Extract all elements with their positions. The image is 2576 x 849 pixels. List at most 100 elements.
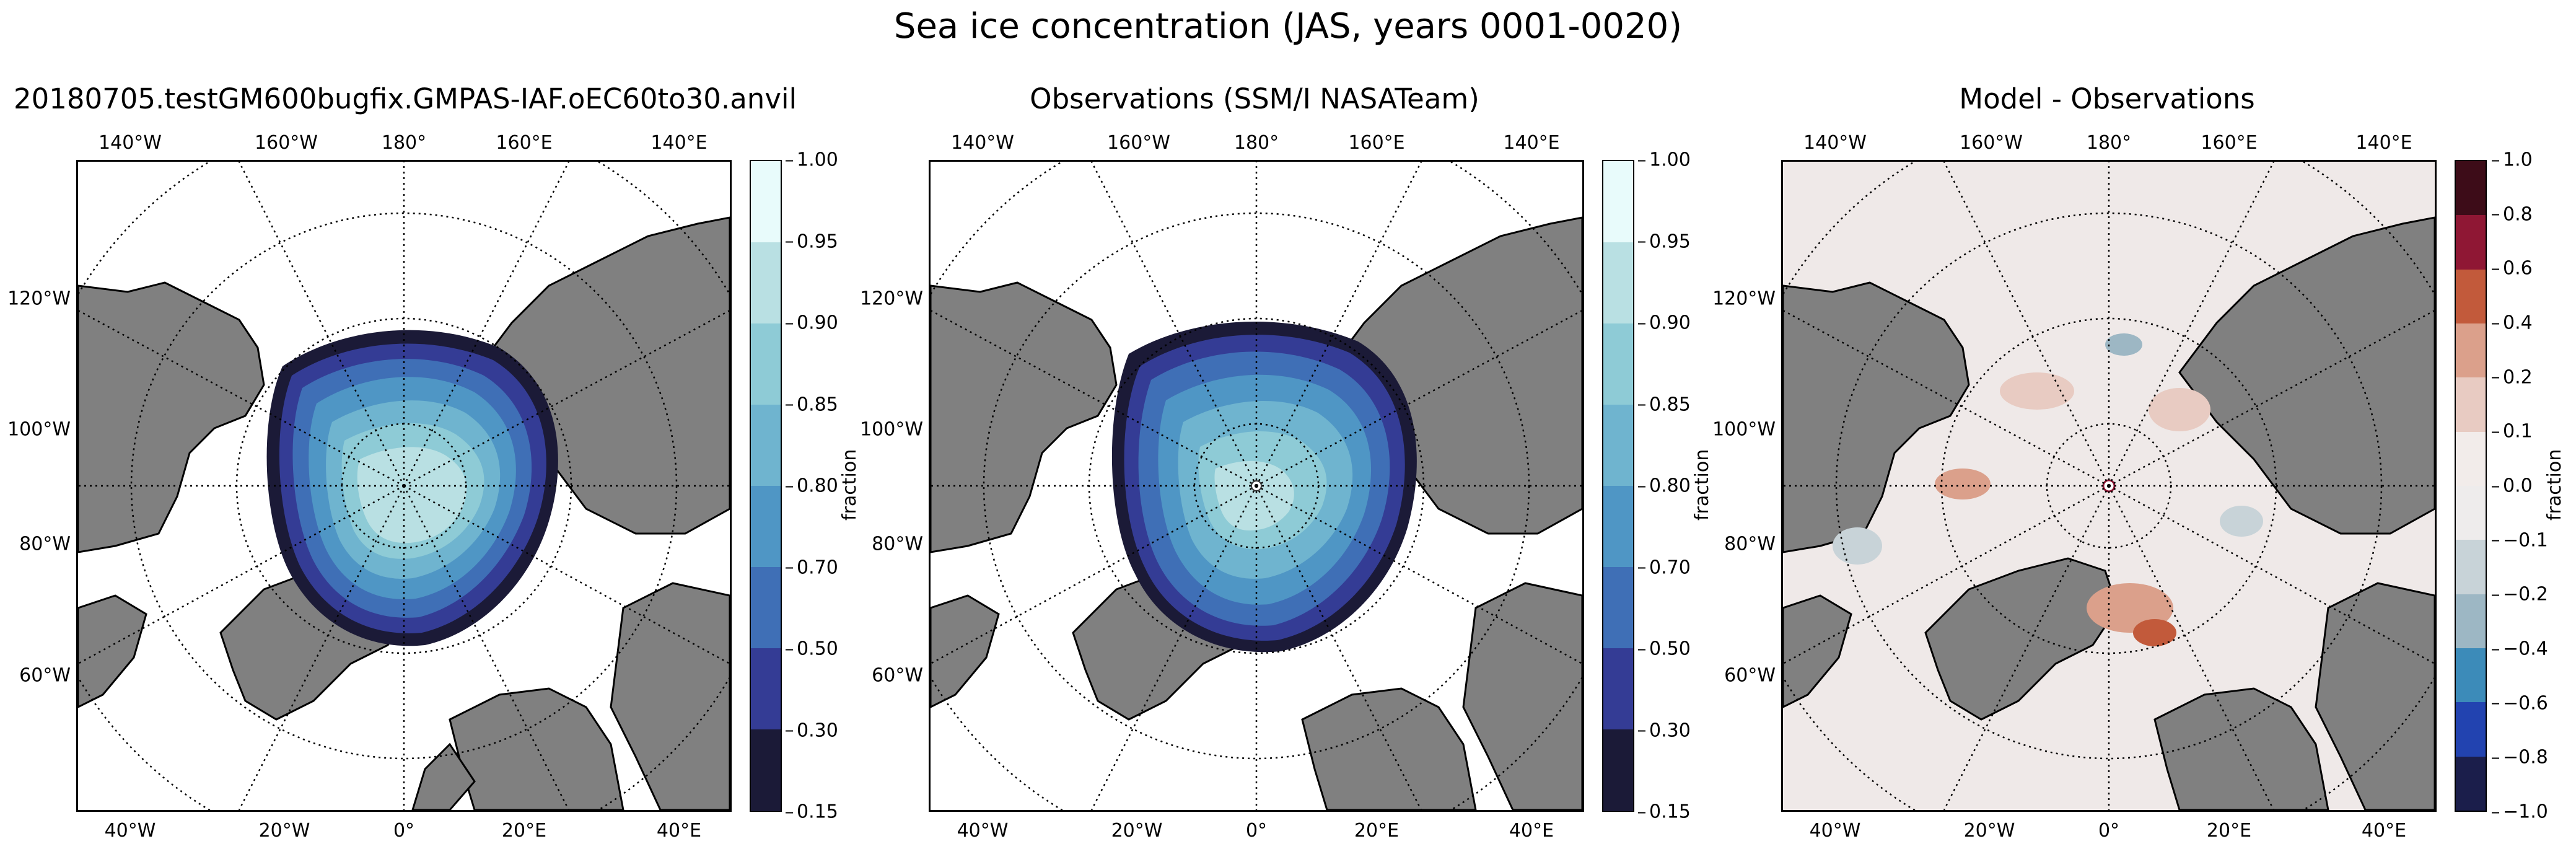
lon-label-top: 180° [2086, 132, 2132, 154]
colorbar-segment [2456, 161, 2486, 216]
lon-label-bottom: 20°E [501, 820, 547, 842]
colorbar-tick-label: 0.4 [2492, 312, 2533, 334]
lat-label: 100°W [1712, 418, 1776, 441]
colorbar-segment [2456, 594, 2486, 649]
colorbar-tick-label: 0.80 [1638, 475, 1691, 497]
colorbar-tick-label: 0.0 [2492, 475, 2533, 497]
colorbar-tick-label: −0.8 [2492, 746, 2548, 768]
colorbar-segment [751, 567, 781, 649]
lon-label-top: 160°W [255, 132, 318, 154]
land-mass [2178, 216, 2435, 535]
colorbar-segment [2456, 756, 2486, 811]
lon-label-top: 160°W [1107, 132, 1170, 154]
colorbar-tick-label: −0.2 [2492, 583, 2548, 605]
lat-label: 80°W [19, 533, 71, 555]
colorbar-tick-label: 0.1 [2492, 420, 2533, 442]
lon-label-bottom: 40°E [656, 820, 702, 842]
lon-label-top: 140°W [99, 132, 162, 154]
map-model [76, 160, 732, 812]
colorbar-segment [751, 486, 781, 568]
colorbar-segment [751, 323, 781, 405]
land-mass [610, 582, 730, 810]
anomaly-patch [2133, 619, 2176, 646]
colorbar-segment [1603, 486, 1633, 568]
lat-label: 80°W [1724, 533, 1776, 555]
lon-label-top: 140°W [1803, 132, 1867, 154]
colorbar-segment [2456, 486, 2486, 540]
colorbar-tick-label: −0.1 [2492, 529, 2548, 552]
colorbar-tick-label: 0.6 [2492, 257, 2533, 279]
lat-label: 80°W [872, 533, 923, 555]
colorbar-tick-label: −0.4 [2492, 638, 2548, 660]
lon-label-top: 140°W [951, 132, 1014, 154]
colorbar-segment [751, 161, 781, 243]
colorbar-tick-label: 1.0 [2492, 149, 2533, 171]
colorbar-segment [751, 405, 781, 486]
land-mass [1462, 582, 1582, 810]
lon-label-bottom: 40°W [104, 820, 156, 842]
colorbar-segment [1603, 729, 1633, 811]
anomaly-patch [1833, 527, 1882, 565]
map-observations [929, 160, 1584, 812]
lon-label-bottom: 20°E [1354, 820, 1400, 842]
colorbar-tick-label: 0.90 [786, 312, 838, 334]
colorbar-tick-label: 0.8 [2492, 203, 2533, 226]
lon-label-bottom: 20°E [2206, 820, 2252, 842]
lat-label: 60°W [872, 664, 923, 687]
sea-ice-band [357, 447, 467, 543]
map-difference [1781, 160, 2437, 812]
colorbar-tick-label: −0.6 [2492, 692, 2548, 715]
lon-label-top: 180° [381, 132, 427, 154]
anomaly-patch [1935, 468, 1991, 499]
colorbar-segment [1603, 323, 1633, 405]
colorbar-segment [1603, 242, 1633, 324]
colorbar-segment [2456, 540, 2486, 595]
colorbar-segment [2456, 702, 2486, 757]
lon-label-bottom: 40°E [2361, 820, 2407, 842]
lon-label-bottom: 40°E [1509, 820, 1554, 842]
colorbar-tick-label: 0.85 [786, 394, 838, 415]
anomaly-patch [2149, 388, 2210, 431]
sea-ice-band [1214, 460, 1294, 530]
colorbar-segment [1603, 567, 1633, 649]
lat-label: 60°W [19, 664, 71, 687]
lat-label: 100°W [7, 418, 71, 441]
lon-label-bottom: 0° [2098, 820, 2120, 842]
lon-label-bottom: 40°W [957, 820, 1009, 842]
colorbar-segment [751, 648, 781, 730]
colorbar-tick-label: 0.15 [1638, 801, 1691, 823]
figure-suptitle: Sea ice concentration (JAS, years 0001-0… [893, 6, 1683, 46]
lon-label-top: 160°E [1348, 132, 1405, 154]
lon-label-top: 160°E [496, 132, 553, 154]
anomaly-patch [2105, 333, 2142, 356]
colorbar [2455, 160, 2487, 812]
colorbar-tick-label: 0.85 [1638, 394, 1691, 415]
lon-label-top: 160°W [1960, 132, 2023, 154]
colorbar-segment [2456, 269, 2486, 324]
colorbar-segment [2456, 377, 2486, 433]
panel-title: Model - Observations [1959, 82, 2255, 115]
colorbar-tick-label: 1.00 [1638, 149, 1691, 171]
land-mass [931, 281, 1118, 553]
land-mass [2315, 582, 2435, 810]
colorbar-tick-label: 0.90 [1638, 312, 1691, 334]
colorbar-label: fraction [2544, 449, 2565, 521]
lat-label: 120°W [860, 288, 923, 310]
colorbar-tick-label: 0.70 [786, 556, 838, 578]
lon-label-bottom: 20°W [258, 820, 310, 842]
colorbar-segment [1603, 405, 1633, 486]
land-mass [931, 594, 1000, 708]
panel-title: 20180705.testGM600bugfix.GMPAS-IAF.oEC60… [14, 82, 797, 115]
lat-label: 60°W [1724, 664, 1776, 687]
lon-label-top: 160°E [2201, 132, 2258, 154]
lon-label-bottom: 40°W [1809, 820, 1861, 842]
colorbar-tick-label: 0.80 [786, 475, 838, 497]
land-mass [411, 742, 476, 810]
colorbar-segment [1603, 648, 1633, 730]
colorbar-tick-label: 0.30 [786, 719, 838, 741]
land-mass [1301, 687, 1477, 810]
colorbar [1602, 160, 1634, 812]
colorbar-label: fraction [1691, 449, 1713, 521]
colorbar [750, 160, 782, 812]
land-mass [1783, 594, 1852, 708]
